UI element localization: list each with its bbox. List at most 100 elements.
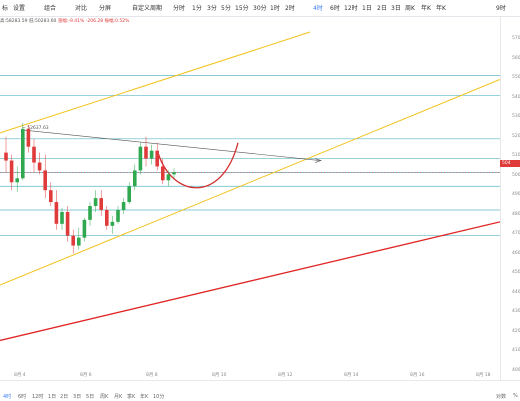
price-tick: 5500	[512, 75, 520, 80]
period-tab-19[interactable]: 3日	[391, 5, 401, 12]
bottom-period-0[interactable]: 4时	[3, 394, 12, 400]
candle-body	[4, 152, 8, 161]
period-tab-7[interactable]: 1分	[192, 5, 202, 12]
period-tab-14[interactable]: 4时	[313, 5, 323, 12]
candle-body	[37, 162, 42, 171]
candle-body	[26, 128, 31, 147]
candle-body	[49, 190, 53, 203]
info-high: 高:58283.59	[0, 19, 28, 24]
price-tick: 4900	[512, 192, 520, 197]
bottom-period-9[interactable]: 季K	[127, 394, 136, 400]
bottom-period-3[interactable]: 1日	[48, 394, 57, 400]
candle-body	[110, 221, 115, 226]
candle-body	[105, 209, 109, 226]
candlestick-chart[interactable]: ← 52637.63 8月 4 8月 6 8月 8 8月 10 8月 12 8月 14 8月 …	[0, 30, 500, 380]
price-tick: 5000	[512, 172, 520, 178]
candle-body	[127, 186, 131, 203]
candle-body	[138, 146, 143, 171]
period-tab-10[interactable]: 15分	[235, 5, 249, 12]
candle-body	[21, 128, 25, 179]
info-low: 低:50283.60	[28, 19, 57, 24]
candle-body	[88, 206, 92, 220]
bottom-period-11[interactable]: 10分	[153, 394, 165, 400]
trend-arrow-line	[21, 129, 321, 161]
bottom-period-6[interactable]: 5日	[86, 394, 95, 400]
candle-body	[99, 198, 103, 210]
annotation-label: ← 52637.63	[22, 125, 49, 131]
arrow-head	[314, 158, 322, 163]
price-tick: 5700	[512, 36, 520, 41]
price-tick: 5100	[512, 153, 520, 158]
last-price-tag: 504	[500, 160, 520, 167]
price-tick: 4300	[512, 309, 520, 314]
channel-upper	[0, 31, 311, 134]
period-tab-9[interactable]: 5分	[221, 5, 231, 12]
candle-body	[172, 172, 176, 175]
info-change: 涨幅:-9.41% -206.28	[57, 19, 104, 24]
period-tab-4[interactable]: 分屏	[99, 5, 112, 12]
info-amplitude: 振幅:0.52%	[104, 19, 130, 24]
candle-body	[71, 235, 75, 246]
price-tick: 4200	[512, 328, 520, 334]
period-tab-18[interactable]: 2日	[377, 5, 387, 12]
period-tab-16[interactable]: 12时	[344, 5, 358, 12]
candle-body	[166, 174, 171, 181]
period-tab-2[interactable]: 组合	[44, 5, 57, 12]
date-tick: 8月 12	[278, 372, 293, 378]
price-tick: 4700	[512, 231, 520, 236]
candle-body	[43, 170, 47, 191]
candle-body	[149, 150, 154, 159]
date-tick: 8月 14	[344, 372, 359, 378]
bottom-bar: 4时 6时 12时 1日 2日 3日 5日 周K 月K 季K 年K 10分 对数%	[0, 380, 520, 401]
period-tab-5[interactable]: 自定义周期	[132, 5, 163, 12]
date-tick: 8月 16	[410, 372, 425, 378]
period-tab-8[interactable]: 3分	[207, 5, 217, 12]
toolbar-right-label[interactable]: 9时	[496, 5, 506, 12]
period-tab-13[interactable]: 2时	[285, 5, 295, 12]
candle-body	[65, 211, 70, 236]
period-tab-0[interactable]: 标	[2, 5, 9, 12]
period-tab-21[interactable]: 年K	[421, 5, 431, 12]
ohlc-info: 高:58283.59 低:50283.60 涨幅:-9.41% -206.28 …	[0, 18, 129, 28]
candle-body	[93, 198, 98, 207]
candle-body	[116, 209, 120, 222]
period-tab-3[interactable]: 对比	[75, 5, 88, 12]
price-tick: 4000	[512, 367, 520, 373]
date-tick: 8月 10	[212, 372, 227, 378]
period-tab-15[interactable]: 6时	[330, 5, 340, 12]
price-tick: 5300	[512, 114, 520, 119]
bottom-period-1[interactable]: 6时	[18, 394, 27, 400]
bottom-period-5[interactable]: 3日	[73, 394, 82, 400]
bottom-right-0[interactable]: 对数	[496, 394, 507, 400]
price-axis[interactable]: 5700 5600 5500 5400 5300 5200 5100 5000 4900 4800…	[500, 16, 520, 380]
period-tab-11[interactable]: 30分	[253, 5, 267, 12]
period-tab-6[interactable]: 分时	[173, 5, 186, 12]
price-tick: 4100	[512, 348, 520, 353]
price-tick: 5600	[512, 55, 520, 61]
period-tab-22[interactable]: 年K	[436, 5, 446, 12]
toolbar: 标设置 组合 对比 分屏 自定义周期 分时 1分 3分 5分 15分 30分 1时 2时 4时 6时 12时 1…	[0, 0, 520, 17]
candle-body	[161, 166, 165, 181]
date-tick: 8月 8	[146, 372, 158, 378]
candle-body	[9, 160, 14, 183]
price-tick: 4400	[512, 289, 520, 295]
date-tick: 8月 4	[14, 372, 26, 378]
bottom-period-2[interactable]: 12时	[32, 394, 44, 400]
bottom-period-10[interactable]: 年K	[140, 394, 149, 400]
period-tab-17[interactable]: 1日	[362, 5, 372, 12]
price-tick: 4500	[512, 270, 520, 275]
price-tick: 4600	[512, 250, 520, 256]
bottom-period-8[interactable]: 月K	[114, 394, 123, 400]
candle-body	[32, 146, 36, 163]
date-tick: 8月 6	[80, 372, 92, 378]
period-tab-20[interactable]: 周K	[405, 5, 415, 12]
bottom-right-1[interactable]: %	[513, 393, 518, 399]
candle-body	[121, 202, 126, 210]
candle-body	[82, 219, 87, 238]
bottom-period-4[interactable]: 2日	[60, 394, 69, 400]
bottom-period-7[interactable]: 周K	[100, 394, 109, 400]
channel-lower	[0, 79, 500, 286]
period-tab-12[interactable]: 1时	[270, 5, 280, 12]
period-tab-1[interactable]: 设置	[13, 5, 26, 12]
candle-body	[60, 211, 64, 224]
